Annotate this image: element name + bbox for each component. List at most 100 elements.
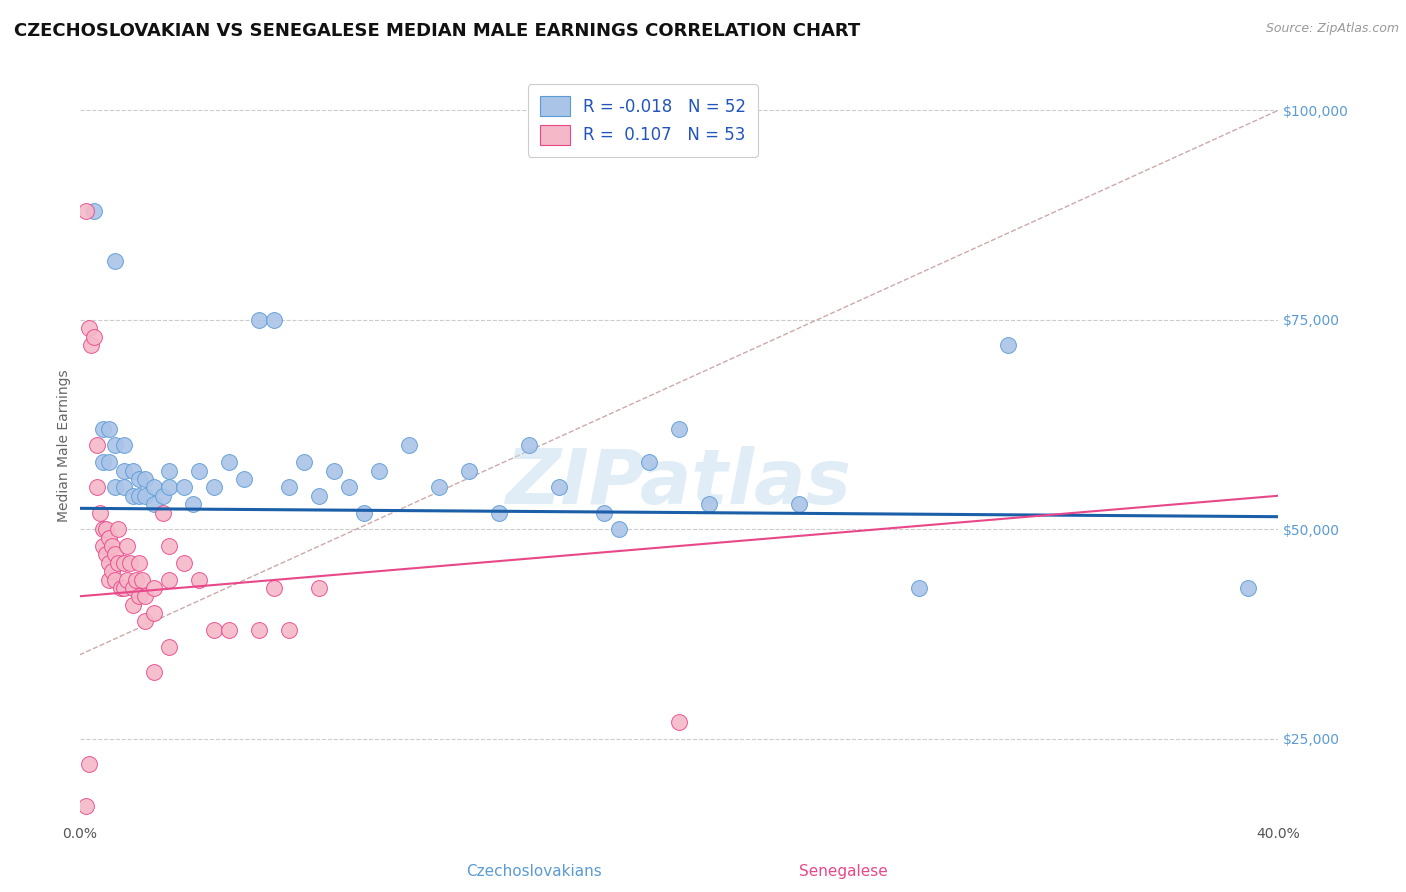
- Point: [117, 573, 139, 587]
- Point: [75, 857, 97, 871]
- Point: [104, 438, 127, 452]
- Point: [202, 623, 225, 637]
- Point: [93, 422, 115, 436]
- Point: [202, 480, 225, 494]
- Point: [1237, 581, 1260, 595]
- Point: [233, 472, 256, 486]
- Point: [86, 480, 108, 494]
- Point: [122, 464, 145, 478]
- Point: [83, 329, 105, 343]
- Point: [787, 497, 810, 511]
- Text: CZECHOSLOVAKIAN VS SENEGALESE MEDIAN MALE EARNINGS CORRELATION CHART: CZECHOSLOVAKIAN VS SENEGALESE MEDIAN MAL…: [14, 22, 860, 40]
- Point: [607, 522, 630, 536]
- Point: [77, 756, 100, 771]
- Point: [134, 489, 156, 503]
- Point: [427, 480, 450, 494]
- Point: [75, 798, 97, 813]
- Point: [98, 573, 121, 587]
- Text: ZIPatlas: ZIPatlas: [506, 446, 852, 520]
- Point: [157, 480, 180, 494]
- Point: [337, 480, 360, 494]
- Point: [101, 539, 124, 553]
- Point: [114, 581, 136, 595]
- Point: [134, 615, 156, 629]
- Point: [93, 539, 115, 553]
- Point: [104, 480, 127, 494]
- Point: [93, 455, 115, 469]
- Point: [398, 438, 420, 452]
- Point: [278, 480, 301, 494]
- Point: [117, 539, 139, 553]
- Point: [89, 506, 111, 520]
- Point: [114, 464, 136, 478]
- Point: [114, 480, 136, 494]
- Point: [128, 489, 150, 503]
- Point: [263, 581, 285, 595]
- Point: [75, 203, 97, 218]
- Point: [157, 464, 180, 478]
- Legend: R = -0.018   N = 52, R =  0.107   N = 53: R = -0.018 N = 52, R = 0.107 N = 53: [529, 85, 758, 157]
- Text: Senegalese: Senegalese: [799, 863, 889, 879]
- Point: [143, 665, 166, 679]
- Point: [152, 489, 174, 503]
- Point: [128, 472, 150, 486]
- Point: [323, 464, 346, 478]
- Point: [157, 539, 180, 553]
- Point: [278, 623, 301, 637]
- Point: [308, 581, 330, 595]
- Point: [107, 556, 129, 570]
- Point: [368, 464, 391, 478]
- Point: [263, 313, 285, 327]
- Point: [143, 480, 166, 494]
- Point: [98, 531, 121, 545]
- Point: [143, 606, 166, 620]
- Point: [114, 438, 136, 452]
- Point: [104, 573, 127, 587]
- Point: [134, 589, 156, 603]
- Point: [93, 522, 115, 536]
- Point: [96, 522, 118, 536]
- Point: [101, 564, 124, 578]
- Point: [122, 581, 145, 595]
- Point: [488, 506, 510, 520]
- Point: [134, 472, 156, 486]
- Point: [96, 857, 118, 871]
- Point: [907, 581, 929, 595]
- Point: [86, 438, 108, 452]
- Point: [104, 254, 127, 268]
- Point: [131, 573, 153, 587]
- Point: [83, 203, 105, 218]
- Point: [98, 556, 121, 570]
- Point: [120, 556, 142, 570]
- Point: [122, 489, 145, 503]
- Point: [637, 455, 659, 469]
- Point: [98, 455, 121, 469]
- Point: [173, 556, 195, 570]
- Point: [593, 506, 616, 520]
- Point: [247, 623, 270, 637]
- Point: [188, 464, 211, 478]
- Text: Source: ZipAtlas.com: Source: ZipAtlas.com: [1265, 22, 1399, 36]
- Point: [128, 556, 150, 570]
- Point: [997, 338, 1019, 352]
- Point: [517, 438, 540, 452]
- Point: [114, 556, 136, 570]
- Text: Czechoslovakians: Czechoslovakians: [467, 863, 602, 879]
- Point: [157, 640, 180, 654]
- Point: [157, 573, 180, 587]
- Point: [353, 506, 375, 520]
- Point: [107, 522, 129, 536]
- Point: [152, 506, 174, 520]
- Point: [143, 581, 166, 595]
- Point: [98, 422, 121, 436]
- Point: [104, 548, 127, 562]
- Point: [458, 464, 481, 478]
- Point: [80, 338, 103, 352]
- Point: [668, 422, 690, 436]
- Point: [122, 598, 145, 612]
- Point: [110, 581, 132, 595]
- Point: [125, 573, 148, 587]
- Point: [292, 455, 315, 469]
- Point: [697, 497, 720, 511]
- Point: [308, 489, 330, 503]
